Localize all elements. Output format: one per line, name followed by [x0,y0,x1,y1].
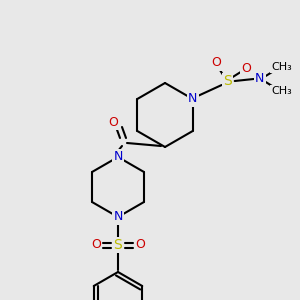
Text: CH₃: CH₃ [271,62,292,72]
Text: O: O [241,62,251,76]
Text: S: S [114,238,122,252]
Text: N: N [113,151,123,164]
Text: O: O [135,238,145,251]
Text: N: N [188,92,197,106]
Text: S: S [223,74,232,88]
Text: O: O [91,238,101,251]
Text: O: O [108,116,118,128]
Text: N: N [113,211,123,224]
Text: N: N [255,73,264,85]
Text: O: O [211,56,221,70]
Text: CH₃: CH₃ [271,86,292,96]
